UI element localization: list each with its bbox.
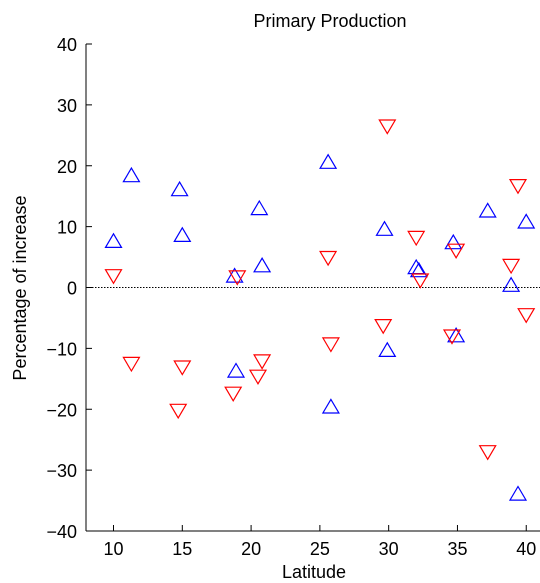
- triangle-down-marker: [478, 445, 497, 461]
- triangle-up-marker: [478, 202, 497, 218]
- triangle-down-marker: [411, 273, 430, 289]
- x-tick-label: 20: [241, 539, 261, 559]
- y-tick-label: −20: [46, 400, 77, 420]
- y-axis-title: Percentage of increase: [10, 195, 30, 380]
- triangle-up-marker: [517, 213, 536, 229]
- triangle-down-marker: [517, 308, 536, 324]
- triangle-up-marker: [170, 180, 189, 197]
- triangle-down-marker: [378, 119, 397, 135]
- x-tick-label: 40: [516, 539, 536, 559]
- triangle-down-marker: [253, 354, 272, 370]
- x-axis-title: Latitude: [282, 562, 346, 582]
- triangle-down-marker: [442, 329, 462, 345]
- triangle-up-marker: [444, 233, 463, 250]
- x-tick-label: 35: [447, 539, 467, 559]
- triangle-up-marker: [173, 226, 192, 242]
- y-axis: −40 −30 −20 −10 0 10 20 30 40: [46, 35, 92, 542]
- x-tick-label: 15: [172, 539, 192, 559]
- triangle-down-marker: [407, 230, 426, 247]
- triangle-up-marker: [375, 220, 394, 236]
- y-tick-label: −30: [46, 461, 77, 481]
- x-axis: 10 15 20 25 30 35 40: [103, 525, 536, 559]
- triangle-down-marker: [228, 270, 247, 286]
- triangle-up-marker: [447, 327, 466, 343]
- triangle-down-marker: [508, 179, 528, 195]
- triangle-up-marker: [226, 362, 246, 378]
- y-tick-label: −10: [46, 339, 77, 359]
- triangle-up-marker: [378, 341, 397, 357]
- triangle-down-marker: [173, 360, 192, 376]
- y-tick-label: 20: [57, 157, 77, 177]
- data-markers: [104, 119, 536, 501]
- triangle-up-marker: [321, 398, 340, 414]
- triangle-up-marker: [253, 257, 272, 273]
- y-tick-label: 40: [57, 35, 77, 55]
- x-tick-label: 30: [379, 539, 399, 559]
- triangle-down-marker: [502, 258, 521, 275]
- triangle-down-marker: [374, 319, 393, 335]
- plot-area: [85, 44, 540, 532]
- y-tick-label: 10: [57, 218, 77, 238]
- x-tick-label: 25: [310, 539, 330, 559]
- triangle-up-marker: [409, 261, 428, 278]
- triangle-up-marker: [104, 232, 123, 248]
- triangle-up-marker: [508, 485, 528, 501]
- triangle-down-marker: [248, 369, 268, 385]
- triangle-up-marker: [250, 199, 269, 216]
- y-tick-label: 0: [67, 279, 77, 299]
- triangle-down-marker: [321, 337, 340, 353]
- chart-title: Primary Production: [253, 11, 406, 31]
- triangle-down-marker: [319, 250, 338, 267]
- triangle-down-marker: [447, 243, 466, 259]
- triangle-up-marker: [225, 267, 244, 283]
- y-tick-label: 30: [57, 96, 77, 116]
- triangle-down-marker: [122, 356, 141, 373]
- triangle-down-marker: [104, 269, 123, 285]
- x-tick-label: 10: [103, 539, 123, 559]
- triangle-down-marker: [169, 403, 188, 420]
- y-tick-label: −40: [46, 522, 77, 542]
- triangle-up-marker: [122, 166, 141, 183]
- triangle-up-marker: [502, 276, 521, 292]
- triangle-up-marker: [319, 153, 338, 169]
- triangle-down-marker: [224, 386, 243, 402]
